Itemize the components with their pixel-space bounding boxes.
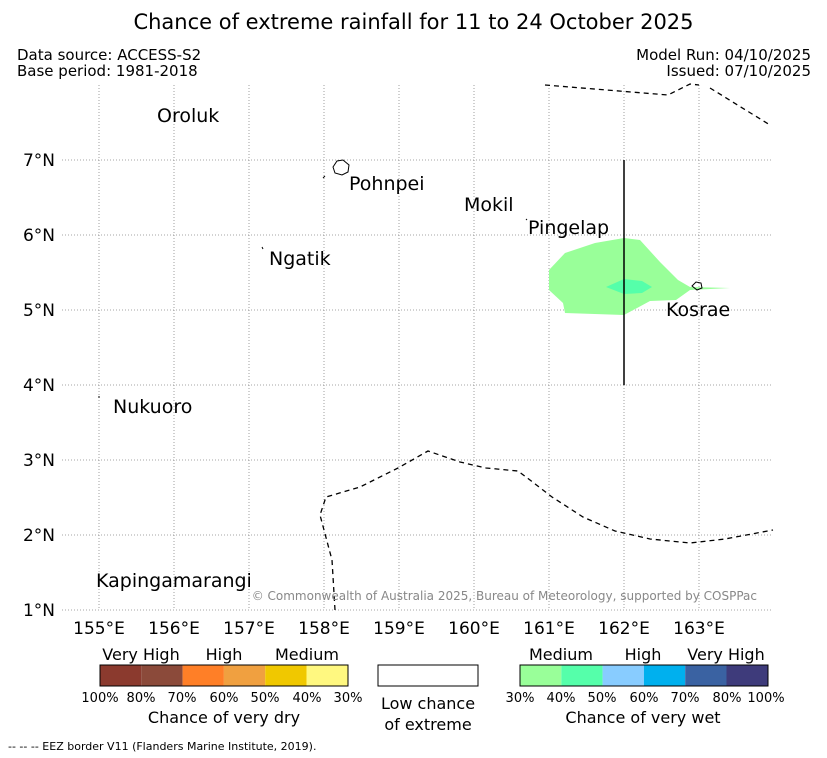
legend-dry-category: Very High xyxy=(102,645,179,664)
lon-label: 158°E xyxy=(298,619,350,639)
legend-wet-category: Medium xyxy=(529,645,593,664)
legend-swatch xyxy=(306,665,348,686)
source-info: Data source: ACCESS-S2 Base period: 1981… xyxy=(17,47,201,79)
eez-border xyxy=(319,83,774,611)
place-label-nukuoro: Nukuoro xyxy=(113,396,192,418)
legend-swatch xyxy=(520,665,562,686)
legend-swatch xyxy=(561,665,603,686)
pohnpei-island xyxy=(332,159,350,176)
legend-swatch xyxy=(643,665,686,686)
eez-footnote: -- -- -- EEZ border V11 (Flanders Marine… xyxy=(8,740,317,753)
legend-tick: 30% xyxy=(334,691,363,706)
legend-tick: 80% xyxy=(713,691,742,706)
place-label-kosrae: Kosrae xyxy=(666,299,730,321)
legend-swatch xyxy=(141,665,183,686)
lat-label: 6°N xyxy=(23,226,55,246)
wet-medium-area xyxy=(549,238,730,315)
legend-frame xyxy=(519,664,769,687)
legend-dry-title: Chance of very dry xyxy=(148,708,300,727)
lon-label: 157°E xyxy=(223,619,275,639)
ngatik-island xyxy=(261,246,264,250)
run-info: Model Run: 04/10/2025 Issued: 07/10/2025 xyxy=(636,47,811,79)
gridlines xyxy=(62,85,773,611)
lon-label: 162°E xyxy=(598,619,650,639)
lat-label: 4°N xyxy=(23,376,55,396)
place-label-oroluk: Oroluk xyxy=(157,105,219,127)
lon-label: 156°E xyxy=(148,619,200,639)
legend-swatch xyxy=(265,665,307,686)
legend-tick: 60% xyxy=(210,691,239,706)
lat-label: 5°N xyxy=(23,301,55,321)
lat-label: 7°N xyxy=(23,151,55,171)
lon-label: 159°E xyxy=(373,619,425,639)
pohnpei-reef xyxy=(322,175,326,179)
place-label-kapingamarangi: Kapingamarangi xyxy=(96,570,252,592)
lon-label: 161°E xyxy=(523,619,575,639)
place-label-pohnpei: Pohnpei xyxy=(349,173,425,195)
base-period: Base period: 1981-2018 xyxy=(17,62,198,80)
legend-wet: Medium High Very High 30% 40% 50% 60% 70… xyxy=(506,645,785,727)
legend-dry-category: Medium xyxy=(275,645,339,664)
legend-tick: 50% xyxy=(251,691,280,706)
legend-dry: Very High High Medium 100% 80% 70% 60% 5… xyxy=(81,645,362,727)
legend-low-swatch xyxy=(377,664,479,687)
legend-swatch xyxy=(223,665,266,686)
legend-tick: 60% xyxy=(630,691,659,706)
legend-wet-category: Very High xyxy=(687,645,764,664)
legend-tick: 40% xyxy=(293,691,322,706)
lon-label: 155°E xyxy=(73,619,125,639)
legend-dry-category: High xyxy=(206,645,243,664)
place-label-ngatik: Ngatik xyxy=(269,248,331,270)
legend-tick: 70% xyxy=(671,691,700,706)
map-title: Chance of extreme rainfall for 11 to 24 … xyxy=(133,10,694,34)
issued-date: Issued: 07/10/2025 xyxy=(666,62,811,80)
mokil-island xyxy=(525,218,528,221)
legend-tick: 50% xyxy=(588,691,617,706)
legend-swatch xyxy=(685,665,727,686)
legend-tick: 40% xyxy=(547,691,576,706)
legend-swatch xyxy=(182,665,224,686)
lon-label: 160°E xyxy=(448,619,500,639)
legend-swatch xyxy=(602,665,644,686)
lat-label: 2°N xyxy=(23,526,55,546)
legend-low: Low chance of extreme xyxy=(377,664,479,734)
legend-tick: 30% xyxy=(506,691,535,706)
place-label-mokil: Mokil xyxy=(464,194,514,216)
legend-wet-title: Chance of very wet xyxy=(565,708,720,727)
kosrae-island xyxy=(691,281,703,291)
legend-wet-category: High xyxy=(625,645,662,664)
legend-frame xyxy=(99,664,349,687)
legend-tick: 100% xyxy=(81,691,118,706)
lat-label: 3°N xyxy=(23,451,55,471)
model-run: Model Run: 04/10/2025 xyxy=(636,46,811,64)
legend-swatch xyxy=(726,665,768,686)
legend-tick: 100% xyxy=(747,691,784,706)
legend-low-line1: Low chance xyxy=(381,694,475,713)
island-shapes xyxy=(98,159,703,398)
place-label-pingelap: Pingelap xyxy=(528,217,609,239)
legend-tick: 80% xyxy=(127,691,156,706)
wet-medium-core-area xyxy=(606,279,652,294)
lon-label: 163°E xyxy=(673,619,725,639)
legend-tick: 70% xyxy=(168,691,197,706)
copyright-note: © Commonwealth of Australia 2025, Bureau… xyxy=(252,589,757,603)
lat-label: 1°N xyxy=(23,601,55,621)
data-source: Data source: ACCESS-S2 xyxy=(17,46,202,64)
legend-swatch xyxy=(100,665,142,686)
legend-low-line2: of extreme xyxy=(384,715,471,734)
